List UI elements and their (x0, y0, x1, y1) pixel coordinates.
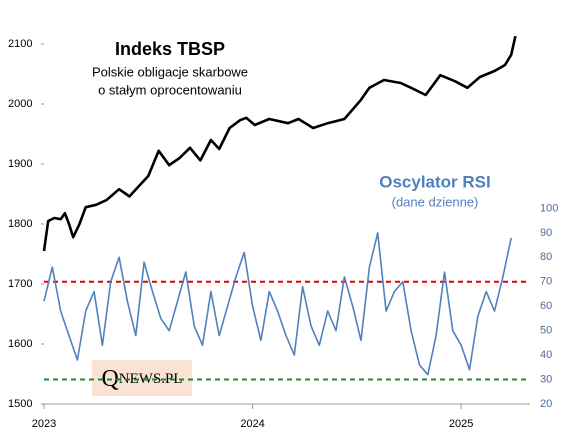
y2-tick-label: 30 (540, 373, 552, 385)
logo-box (92, 360, 192, 396)
y2-tick-label: 100 (540, 202, 558, 214)
y2-tick-label: 50 (540, 325, 552, 337)
series-line (42, 35, 517, 252)
chart-title: Indeks TBSP (115, 39, 225, 59)
rsi-title: Oscylator RSI (379, 172, 491, 191)
y-tick-label: 1700 (8, 278, 32, 290)
y2-tick-label: 70 (540, 276, 552, 288)
y-tick-label: 1800 (8, 218, 32, 230)
y-tick-label: 2000 (8, 98, 32, 110)
x-tick-label: 2023 (32, 418, 56, 430)
chart-subtitle: Polskie obligacje skarbowe (92, 64, 248, 79)
x-tick-label: 2024 (240, 418, 264, 430)
y2-tick-label: 60 (540, 300, 552, 312)
chart-subtitle: o stałym oprocentowaniu (98, 82, 242, 97)
logo: QNEWS.PL (101, 366, 182, 392)
y-tick-label: 1900 (8, 158, 32, 170)
y2-tick-label: 40 (540, 349, 552, 361)
y2-tick-label: 20 (540, 398, 552, 410)
rsi-subtitle: (dane dzienne) (392, 194, 479, 209)
x-tick-label: 2025 (449, 418, 473, 430)
y-tick-label: 1600 (8, 338, 32, 350)
y2-tick-label: 80 (540, 251, 552, 263)
y-tick-label: 1500 (8, 398, 32, 410)
y2-tick-label: 90 (540, 227, 552, 239)
y-tick-label: 2100 (8, 38, 32, 50)
series-line (43, 232, 512, 376)
